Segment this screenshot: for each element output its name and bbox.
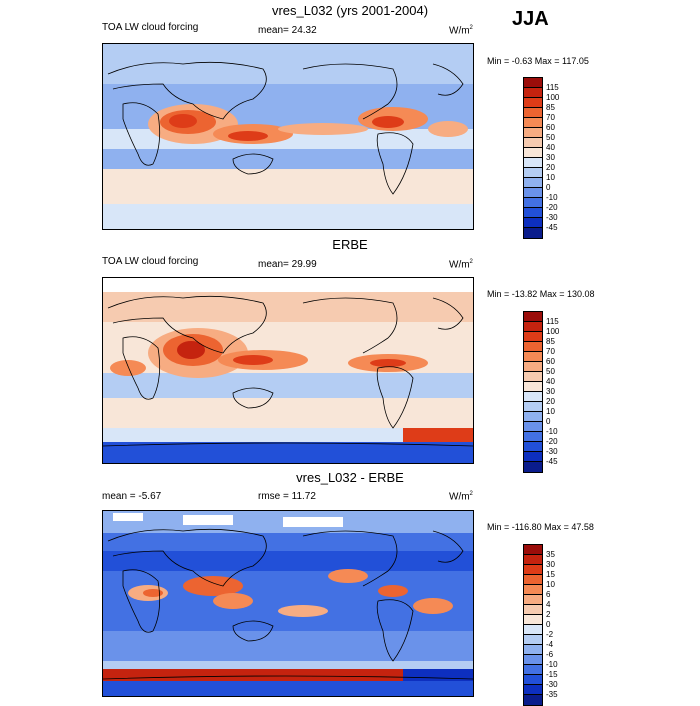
cbar-label: -35 bbox=[546, 690, 558, 699]
panel-3-title: vres_L032 - ERBE bbox=[296, 470, 404, 485]
cbar-label: -20 bbox=[546, 203, 558, 212]
cbar-label: -15 bbox=[546, 670, 558, 679]
cbar-label: 40 bbox=[546, 143, 555, 152]
panel-1-colorbar bbox=[523, 77, 543, 239]
cbar-label: -45 bbox=[546, 223, 558, 232]
cbar-label: 60 bbox=[546, 357, 555, 366]
panel-2-colorbar bbox=[523, 311, 543, 473]
cbar-label: -30 bbox=[546, 680, 558, 689]
cbar-label: -6 bbox=[546, 650, 554, 659]
cbar-label: -10 bbox=[546, 660, 558, 669]
cbar-label: 10 bbox=[546, 407, 555, 416]
cbar-label: -10 bbox=[546, 193, 558, 202]
cbar-label: 4 bbox=[546, 600, 551, 609]
panel-1-units: W/m2 bbox=[449, 25, 473, 37]
panel-2-colorbar-labels: 115 100 85 70 60 50 40 30 20 10 0 -10 -2… bbox=[546, 317, 559, 467]
cbar-label: 30 bbox=[546, 387, 555, 396]
panel-2-variable-label: TOA LW cloud forcing bbox=[102, 256, 199, 267]
cbar-label: -2 bbox=[546, 630, 554, 639]
cbar-label: 70 bbox=[546, 347, 555, 356]
cbar-label: 20 bbox=[546, 163, 555, 172]
cbar-label: 0 bbox=[546, 417, 551, 426]
cbar-label: -30 bbox=[546, 213, 558, 222]
cbar-label: 0 bbox=[546, 183, 551, 192]
panel-3-colorbar-labels: 35 30 15 10 6 4 2 0 -2 -4 -6 -10 -15 -30… bbox=[546, 550, 558, 700]
cbar-label: 40 bbox=[546, 377, 555, 386]
cbar-label: -4 bbox=[546, 640, 554, 649]
cbar-label: 115 bbox=[546, 83, 559, 92]
cbar-label: 60 bbox=[546, 123, 555, 132]
panel-3-rmse-label: rmse = 11.72 bbox=[258, 491, 316, 502]
cbar-label: 10 bbox=[546, 173, 555, 182]
cbar-label: 35 bbox=[546, 550, 555, 559]
cbar-label: 50 bbox=[546, 367, 555, 376]
panel-2-map bbox=[102, 277, 474, 464]
panel-3-units: W/m2 bbox=[449, 491, 473, 503]
cbar-label: 85 bbox=[546, 337, 555, 346]
panel-2-units: W/m2 bbox=[449, 259, 473, 271]
cbar-label: 100 bbox=[546, 93, 560, 102]
panel-3-colorbar bbox=[523, 544, 543, 706]
panel-3-minmax: Min = -116.80 Max = 47.58 bbox=[487, 522, 594, 532]
cbar-label: 6 bbox=[546, 590, 551, 599]
season-label: JJA bbox=[512, 8, 549, 30]
panel-3-mean-label: mean = -5.67 bbox=[102, 491, 162, 502]
cbar-label: 30 bbox=[546, 153, 555, 162]
panel-2-mean-label: mean= 29.99 bbox=[258, 259, 317, 270]
cbar-label: 115 bbox=[546, 317, 559, 326]
panel-3-map bbox=[102, 510, 474, 697]
cbar-label: -10 bbox=[546, 427, 558, 436]
panel-1-minmax: Min = -0.63 Max = 117.05 bbox=[487, 56, 589, 66]
cbar-label: -45 bbox=[546, 457, 558, 466]
cbar-label: -20 bbox=[546, 437, 558, 446]
cbar-label: 50 bbox=[546, 133, 555, 142]
panel-1-map bbox=[102, 43, 474, 230]
cbar-label: 70 bbox=[546, 113, 555, 122]
cbar-label: 0 bbox=[546, 620, 551, 629]
cbar-label: 30 bbox=[546, 560, 555, 569]
cbar-label: -30 bbox=[546, 447, 558, 456]
panel-1-colorbar-labels: 115 100 85 70 60 50 40 30 20 10 0 -10 -2… bbox=[546, 83, 559, 233]
cbar-label: 100 bbox=[546, 327, 560, 336]
panel-1-mean-label: mean= 24.32 bbox=[258, 25, 317, 36]
panel-2-title: ERBE bbox=[332, 237, 368, 252]
panel-1-variable-label: TOA LW cloud forcing bbox=[102, 22, 199, 33]
panel-2-minmax: Min = -13.82 Max = 130.08 bbox=[487, 289, 595, 299]
cbar-label: 2 bbox=[546, 610, 551, 619]
cbar-label: 20 bbox=[546, 397, 555, 406]
panel-1-title: vres_L032 (yrs 2001-2004) bbox=[271, 3, 429, 18]
cbar-label: 85 bbox=[546, 103, 555, 112]
cbar-label: 15 bbox=[546, 570, 555, 579]
cbar-label: 10 bbox=[546, 580, 555, 589]
